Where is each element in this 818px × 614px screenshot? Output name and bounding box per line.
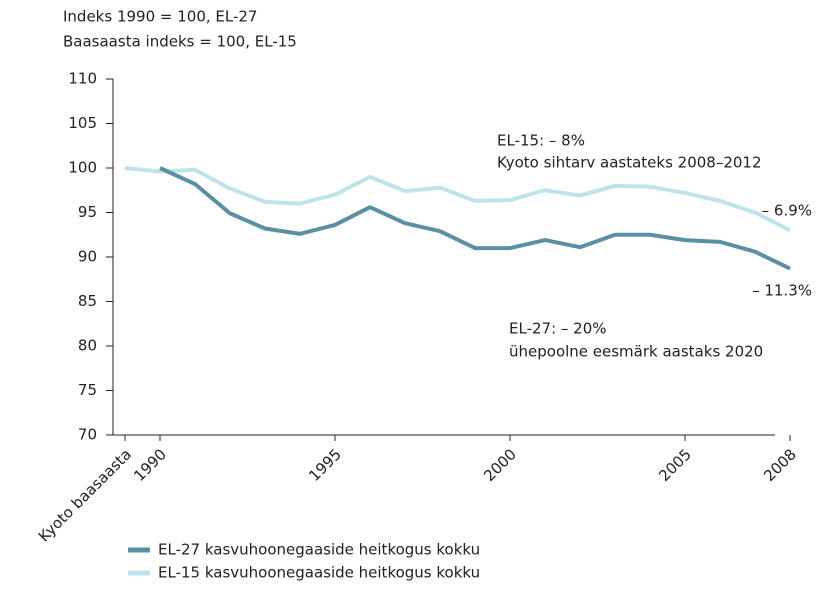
annotation: – 11.3% xyxy=(752,282,812,300)
y-tick-label: 70 xyxy=(78,426,97,444)
annotation: EL-15: – 8% xyxy=(497,132,585,150)
series-line xyxy=(124,166,791,233)
annotation: EL-27: – 20% xyxy=(509,320,607,338)
annotation: Kyoto sihtarv aastateks 2008–2012 xyxy=(497,154,762,172)
legend-label: EL-15 kasvuhoonegaaside heitkogus kokku xyxy=(158,564,480,582)
y-tick-label: 90 xyxy=(78,248,97,266)
x-tick-label: 1995 xyxy=(305,445,345,485)
x-tick-label: 2008 xyxy=(760,445,800,485)
annotation: Indeks 1990 = 100, EL-27 xyxy=(63,8,257,26)
legend-label: EL-27 kasvuhoonegaaside heitkogus kokku xyxy=(158,541,480,559)
x-tick-label: 2005 xyxy=(655,445,695,485)
y-tick-label: 85 xyxy=(78,292,97,310)
x-tick-label: 1990 xyxy=(130,445,170,485)
y-tick-label: 95 xyxy=(78,203,97,221)
annotation: Baasaasta indeks = 100, EL-15 xyxy=(63,33,297,51)
annotation: – 6.9% xyxy=(762,202,812,220)
y-tick-label: 110 xyxy=(68,70,97,88)
y-tick-label: 105 xyxy=(68,114,97,132)
x-tick-label: Kyoto baasaasta xyxy=(35,445,135,545)
y-tick-label: 75 xyxy=(78,381,97,399)
y-tick-label: 80 xyxy=(78,337,97,355)
series-line xyxy=(159,166,791,271)
x-tick-label: 2000 xyxy=(480,445,520,485)
y-tick-label: 100 xyxy=(68,159,97,177)
annotation: ühepoolne eesmärk aastaks 2020 xyxy=(509,343,763,361)
